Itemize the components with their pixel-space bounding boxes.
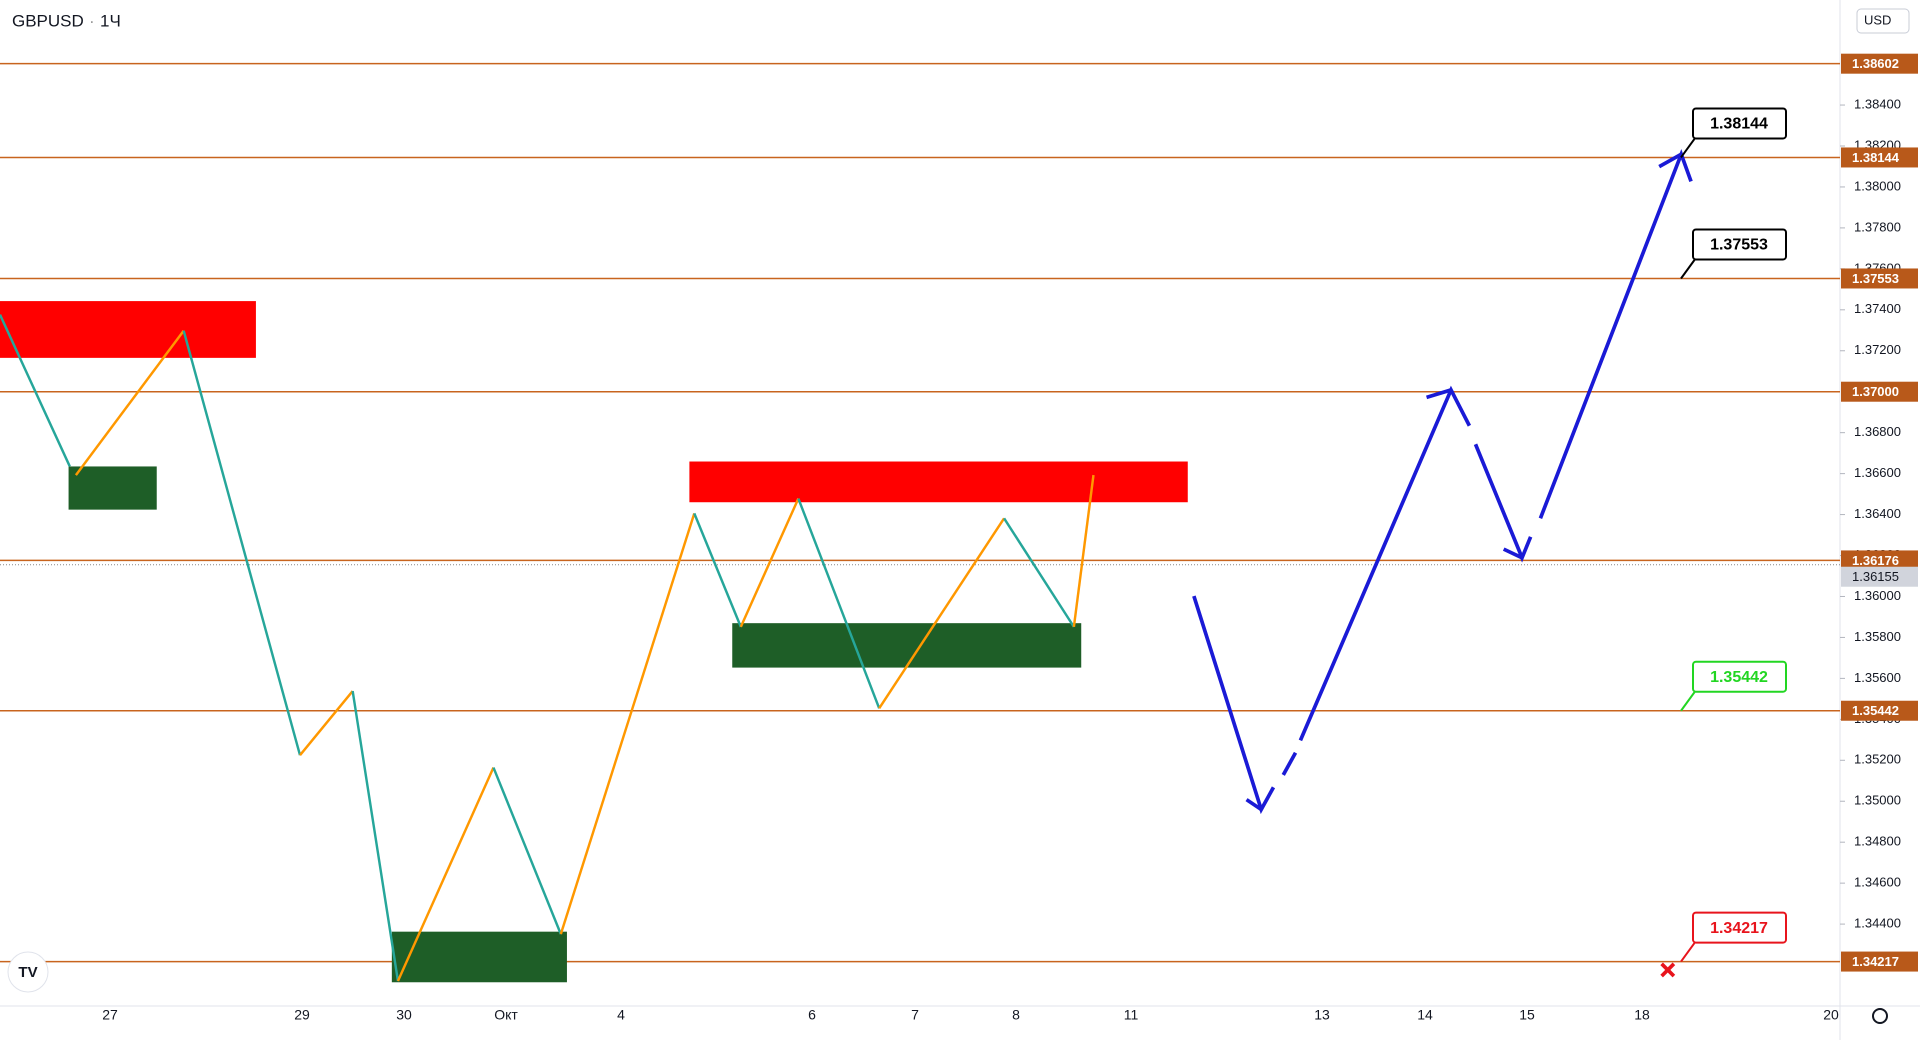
forecast-arrow — [1502, 547, 1523, 560]
level-badge — [1841, 700, 1918, 721]
wave-down — [797, 498, 881, 709]
tick-label: 1.35200 — [1854, 752, 1901, 767]
time-label: 6 — [808, 1007, 816, 1023]
demand-zone — [68, 466, 157, 510]
levels — [0, 62, 1840, 963]
level-badge — [1841, 951, 1918, 972]
currency-button[interactable] — [1856, 8, 1910, 34]
tick-label: 1.34800 — [1854, 834, 1901, 849]
callout-box — [1692, 660, 1787, 693]
tick-label: 1.36800 — [1854, 424, 1901, 439]
tick-label: 1.34600 — [1854, 875, 1901, 890]
level-label: 1.38144 — [1852, 150, 1900, 165]
time-label: 18 — [1634, 1007, 1650, 1023]
callout-label: 1.37553 — [1710, 237, 1768, 254]
supply-zone — [689, 461, 1188, 503]
callout-label: 1.35442 — [1710, 669, 1768, 686]
tick-label: 1.34400 — [1854, 916, 1901, 931]
level-label: 1.37000 — [1852, 384, 1899, 399]
demand-zone — [732, 623, 1082, 668]
level-badge — [1841, 268, 1918, 289]
level-badge — [1841, 381, 1918, 402]
time-label: 20 — [1823, 1007, 1839, 1023]
callout-box — [1692, 228, 1787, 261]
callout-box — [1692, 911, 1787, 944]
wave-up — [739, 498, 800, 628]
currency[interactable]: USD — [1864, 12, 1891, 27]
time-label: 29 — [294, 1007, 310, 1023]
callout-label: 1.38144 — [1710, 116, 1768, 133]
wave-down — [351, 690, 400, 982]
time-label: 27 — [102, 1007, 118, 1023]
tick-label: 1.35000 — [1854, 793, 1901, 808]
wave-up — [396, 767, 495, 982]
settings-icon[interactable] — [1872, 1008, 1888, 1024]
wave-up — [878, 517, 1006, 709]
callout-box — [1692, 107, 1787, 140]
level-label: 1.34217 — [1852, 954, 1899, 969]
tick-label: 1.37200 — [1854, 342, 1901, 357]
time-label: Окт — [494, 1007, 518, 1023]
wave-down — [492, 767, 562, 935]
time-label: 15 — [1519, 1007, 1535, 1023]
demand-zone — [391, 931, 567, 983]
tick-label: 1.36400 — [1854, 506, 1901, 521]
wave-down — [693, 512, 742, 628]
forecast-arrow — [1245, 798, 1263, 812]
stop-mark — [1660, 962, 1676, 978]
wave-up — [559, 512, 696, 935]
time-label: 4 — [617, 1007, 625, 1023]
wave-up — [299, 690, 354, 756]
time-axis: 27 29 30 Окт 4 6 7 8 11 13 14 15 18 20 — [102, 1007, 1839, 1023]
forecast-arrow — [1658, 152, 1683, 169]
level-label: 1.36176 — [1852, 553, 1899, 568]
wave-down — [1003, 517, 1075, 628]
wave-up — [1072, 474, 1095, 628]
level-label: 1.35442 — [1852, 703, 1899, 718]
tick-label: 1.37800 — [1854, 219, 1901, 234]
last-price-label: 1.36155 — [1852, 569, 1899, 584]
tick-label: 1.37400 — [1854, 301, 1901, 316]
wave-up — [74, 329, 185, 476]
callout-label: 1.34217 — [1710, 920, 1768, 937]
tick-label: 1.36600 — [1854, 465, 1901, 480]
tick-label: 1.36000 — [1854, 588, 1901, 603]
interval: 1Ч — [100, 11, 121, 30]
price-axis: 1.34400 1.34600 1.34800 1.35000 1.35200 1.354… — [1840, 53, 1918, 972]
time-label: 30 — [396, 1007, 412, 1023]
last-price-badge — [1841, 566, 1918, 587]
wave-down — [0, 314, 71, 467]
level-badge — [1841, 550, 1918, 571]
level-label: 1.38602 — [1852, 56, 1899, 71]
supply-zone — [0, 301, 256, 358]
forecast-arrow — [1473, 443, 1533, 563]
separator: · — [89, 11, 95, 30]
time-label: 8 — [1012, 1007, 1020, 1023]
symbol: GBPUSD — [12, 11, 84, 30]
level-badge — [1841, 53, 1918, 74]
tick-label: 1.38000 — [1854, 178, 1901, 193]
level-badge — [1841, 147, 1918, 168]
time-label: 14 — [1417, 1007, 1433, 1023]
time-label: 11 — [1124, 1007, 1139, 1023]
wave-down — [182, 330, 302, 756]
tick-label: 1.35800 — [1854, 629, 1901, 644]
time-label: 13 — [1314, 1007, 1330, 1023]
tick-label: 1.35600 — [1854, 670, 1901, 685]
forecast-arrow — [1426, 388, 1452, 400]
tick-label: 1.38400 — [1854, 96, 1901, 111]
time-label: 7 — [911, 1007, 919, 1023]
logo[interactable] — [7, 951, 49, 993]
logo-mark[interactable]: TV — [18, 964, 37, 981]
forecast-arrow — [1281, 751, 1298, 776]
level-label: 1.37553 — [1852, 271, 1899, 286]
callouts: 1.38144 1.37553 1.35442 1.34217 — [1680, 107, 1787, 963]
drawings — [0, 148, 1693, 983]
